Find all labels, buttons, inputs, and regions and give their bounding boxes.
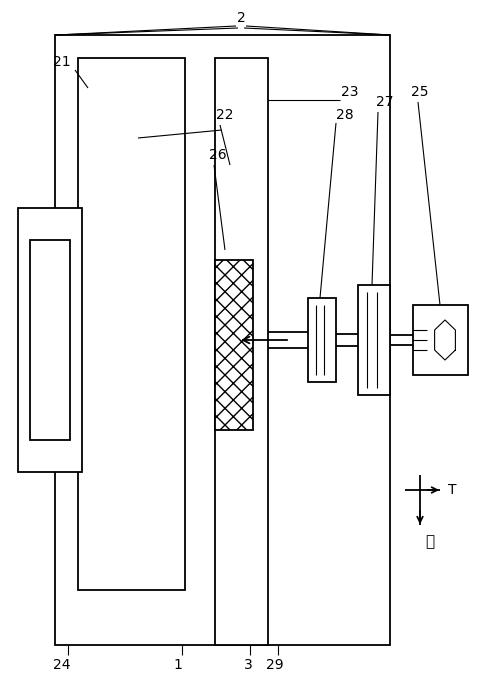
Text: 3: 3: [243, 658, 253, 672]
Bar: [413, 305, 468, 375]
Text: 22: 22: [216, 108, 234, 122]
Text: 23: 23: [341, 85, 359, 99]
Bar: [18, 208, 82, 472]
Text: 29: 29: [266, 658, 284, 672]
Bar: [30, 240, 70, 440]
Bar: [78, 58, 185, 590]
Text: T: T: [448, 483, 456, 497]
Text: 方: 方: [426, 534, 435, 550]
Text: 26: 26: [209, 148, 227, 162]
Text: 2: 2: [237, 11, 245, 25]
Text: 1: 1: [173, 658, 183, 672]
Bar: [358, 285, 390, 395]
Bar: [55, 35, 390, 645]
Bar: [215, 260, 253, 430]
Text: 27: 27: [376, 95, 394, 109]
Text: 24: 24: [53, 658, 71, 672]
Text: 21: 21: [53, 55, 71, 69]
Text: 25: 25: [411, 85, 429, 99]
Bar: [215, 58, 268, 645]
Bar: [308, 298, 336, 382]
Text: 28: 28: [336, 108, 354, 122]
